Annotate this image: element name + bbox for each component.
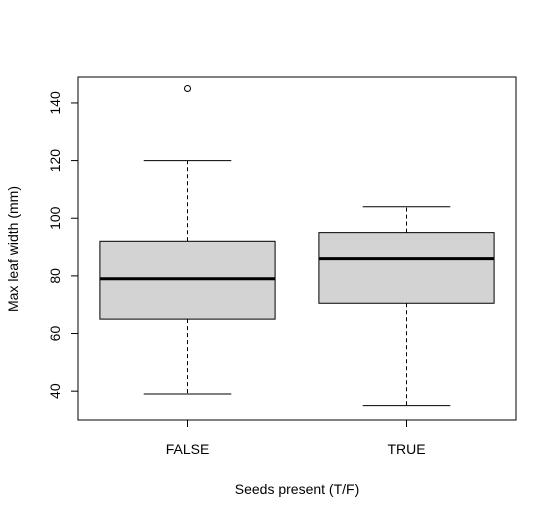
y-axis-label: Max leaf width (mm) <box>5 186 21 312</box>
y-tick-label-120: 120 <box>47 149 63 173</box>
x-axis: FALSE TRUE <box>166 420 426 457</box>
x-axis-label: Seeds present (T/F) <box>235 481 360 497</box>
outlier-point-false <box>184 85 191 93</box>
y-axis: 40 60 80 100 120 140 <box>47 91 79 399</box>
x-tick-label-false: FALSE <box>166 441 210 457</box>
y-tick-label-40: 40 <box>47 383 63 399</box>
box-group-false <box>99 85 276 395</box>
x-tick-label-true: TRUE <box>387 441 425 457</box>
y-tick-label-140: 140 <box>47 91 63 115</box>
box-true <box>318 232 495 304</box>
y-tick-label-60: 60 <box>47 326 63 342</box>
chart-marks <box>99 85 495 407</box>
box-group-true <box>318 206 495 407</box>
y-tick-label-100: 100 <box>47 206 63 230</box>
y-tick-label-80: 80 <box>47 268 63 284</box>
